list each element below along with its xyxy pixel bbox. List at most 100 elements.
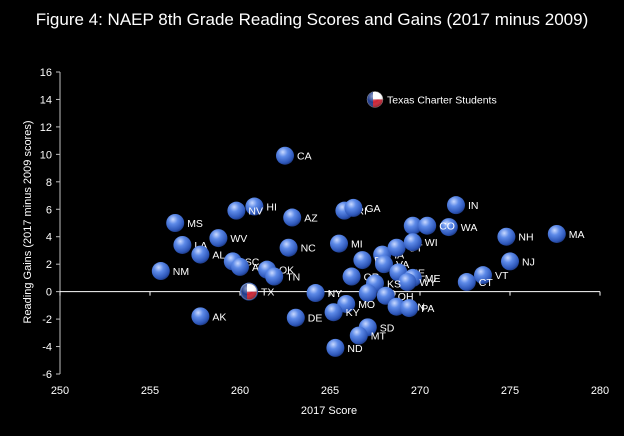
point-marker bbox=[497, 227, 516, 246]
texas-flag-icon bbox=[366, 91, 384, 108]
point-label: KY bbox=[346, 307, 360, 319]
data-point-ca: CA bbox=[276, 146, 312, 165]
data-point-wi: WI bbox=[403, 233, 438, 252]
point-label: TN bbox=[286, 272, 300, 284]
point-marker bbox=[191, 245, 210, 264]
data-point-nh: NH bbox=[497, 227, 534, 246]
point-marker bbox=[398, 273, 417, 292]
point-marker bbox=[231, 257, 249, 276]
data-point-mi: MI bbox=[330, 234, 363, 253]
point-label: MO bbox=[358, 299, 375, 311]
data-point-ct: CT bbox=[457, 273, 494, 292]
point-marker bbox=[245, 197, 264, 216]
data-point-de: DE bbox=[286, 308, 322, 327]
point-marker bbox=[439, 218, 458, 237]
y-tick-label: -2 bbox=[42, 314, 52, 326]
data-point-hi: HI bbox=[245, 197, 277, 216]
point-marker bbox=[279, 238, 298, 257]
y-tick-label: 16 bbox=[40, 67, 52, 79]
point-marker bbox=[276, 146, 294, 165]
point-label: VT bbox=[495, 270, 509, 282]
point-label: Texas Charter Students bbox=[387, 94, 497, 106]
data-point-nm: NM bbox=[151, 262, 189, 281]
data-point-tn: TN bbox=[265, 267, 300, 286]
point-marker bbox=[283, 208, 302, 227]
y-tick-label: 2 bbox=[46, 259, 52, 271]
point-marker bbox=[173, 235, 192, 254]
point-marker bbox=[265, 267, 284, 286]
y-tick-label: 12 bbox=[40, 122, 52, 134]
point-marker bbox=[418, 216, 437, 235]
point-marker bbox=[457, 273, 476, 292]
data-point-az: AZ bbox=[283, 208, 318, 227]
point-label: CT bbox=[479, 277, 494, 289]
x-tick-label: 250 bbox=[51, 385, 69, 397]
data-point-ny: NY bbox=[306, 284, 342, 303]
point-label: CA bbox=[297, 151, 312, 163]
point-marker bbox=[353, 251, 372, 270]
point-label: WA bbox=[461, 222, 478, 234]
data-point-mo: MO bbox=[337, 294, 375, 313]
point-label: CO bbox=[439, 221, 455, 233]
point-label: HI bbox=[266, 202, 277, 214]
point-label: SD bbox=[380, 322, 395, 334]
point-marker bbox=[191, 307, 210, 326]
y-tick-label: 8 bbox=[46, 177, 52, 189]
point-label: NV bbox=[248, 206, 263, 218]
x-tick-label: 275 bbox=[501, 385, 519, 397]
data-points: CAMANHNJINWAIDCOVTCTHINVRIGAAZMSWVLANCMI… bbox=[151, 91, 585, 357]
y-tick-label: 0 bbox=[46, 287, 52, 299]
y-tick-label: 14 bbox=[40, 94, 52, 106]
texas-flag-icon bbox=[240, 283, 258, 300]
point-marker bbox=[501, 252, 519, 271]
point-marker bbox=[547, 224, 566, 243]
data-point-nv: NV bbox=[227, 201, 263, 220]
data-point-vt: VT bbox=[474, 266, 509, 285]
chart-title: Figure 4: NAEP 8th Grade Reading Scores … bbox=[35, 10, 589, 29]
point-marker bbox=[344, 198, 363, 217]
data-point-mt: MT bbox=[349, 326, 387, 345]
data-point-al: AL bbox=[191, 245, 225, 264]
point-label: WV bbox=[230, 233, 247, 245]
y-axis-title: Reading Gains (2017 minus 2009 scores) bbox=[22, 120, 34, 323]
data-point-pa: PA bbox=[400, 299, 434, 318]
point-marker bbox=[349, 326, 368, 345]
point-marker bbox=[151, 262, 170, 281]
point-label: ME bbox=[425, 273, 441, 285]
y-tick-label: 10 bbox=[40, 149, 52, 161]
data-point-nj: NJ bbox=[501, 252, 535, 271]
point-label: NH bbox=[518, 232, 533, 244]
point-marker bbox=[286, 308, 305, 327]
data-point-wy: WY bbox=[398, 273, 436, 292]
data-point-nd: ND bbox=[326, 338, 363, 357]
point-label: WI bbox=[425, 237, 438, 249]
point-marker bbox=[403, 233, 422, 252]
point-marker bbox=[324, 303, 343, 322]
axes: -6 -4 -2 0 2 4 6 8 10 12 14 16 250 255 260 265 270 275 280 bbox=[40, 67, 609, 397]
x-tick-label: 255 bbox=[141, 385, 159, 397]
point-marker bbox=[209, 229, 228, 248]
point-label: MA bbox=[569, 229, 585, 241]
point-marker bbox=[326, 338, 345, 357]
point-label: PA bbox=[421, 303, 434, 315]
point-marker bbox=[387, 238, 406, 257]
point-label: AL bbox=[212, 250, 225, 262]
y-tick-label: 4 bbox=[46, 232, 52, 244]
point-label: TX bbox=[261, 287, 274, 299]
point-marker bbox=[330, 234, 348, 253]
x-tick-label: 280 bbox=[591, 385, 609, 397]
y-tick-label: -4 bbox=[42, 342, 52, 354]
point-label: NM bbox=[173, 266, 189, 278]
point-label: OK bbox=[279, 265, 294, 277]
point-marker bbox=[447, 196, 465, 215]
data-point-in: IN bbox=[447, 196, 479, 215]
point-label: MI bbox=[351, 239, 363, 251]
point-marker bbox=[358, 284, 377, 303]
data-point-ms: MS bbox=[166, 214, 203, 232]
point-label: AK bbox=[212, 311, 226, 323]
point-label: MS bbox=[187, 218, 203, 230]
point-label: AZ bbox=[304, 213, 318, 225]
point-label: MT bbox=[371, 331, 387, 343]
point-marker bbox=[375, 255, 393, 274]
